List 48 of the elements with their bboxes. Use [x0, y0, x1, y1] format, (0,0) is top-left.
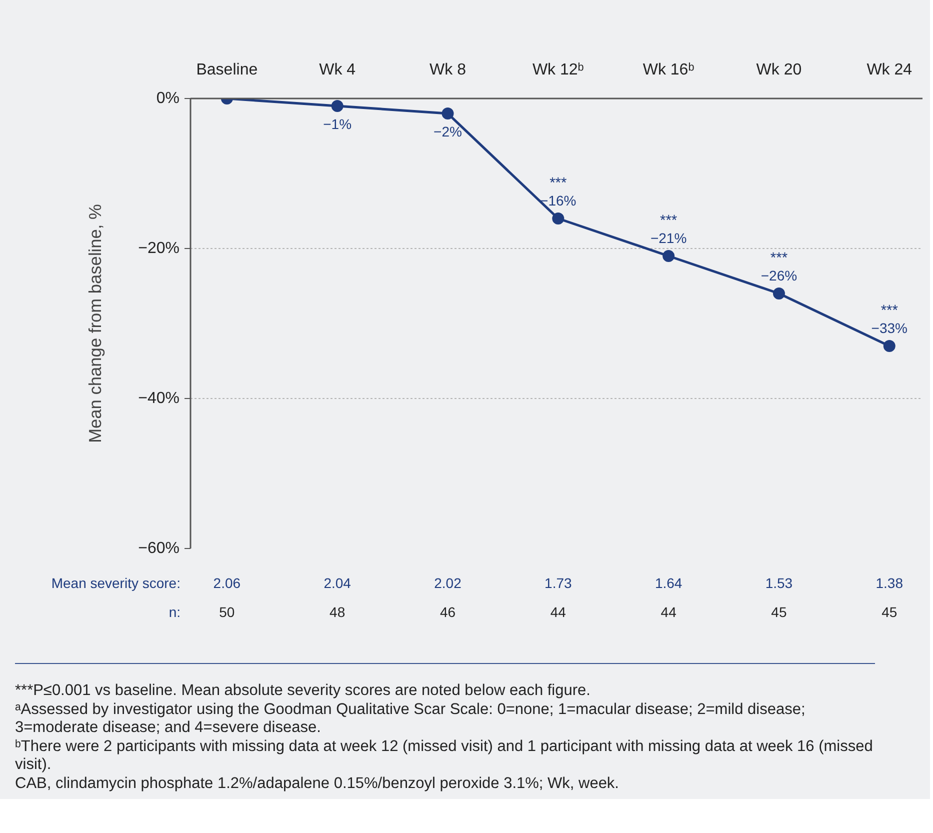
- text: CAB, clindamycin phosphate 1.2%/adapalene 0.15%/benzoyl peroxide 3.1%; Wk, week.: [15, 774, 619, 792]
- point: [442, 108, 454, 120]
- point: [331, 100, 344, 112]
- annotation: ***: [660, 213, 678, 229]
- y-tick-label: −20%: [138, 240, 180, 257]
- y-tick-label: −60%: [138, 540, 180, 557]
- text: 1.38: [876, 575, 904, 591]
- text: ***P≤0.001 vs baseline. Mean absolute severity scores are noted below each figure.: [15, 682, 590, 699]
- data-label: −16%: [540, 192, 576, 208]
- annotation: ***: [880, 303, 898, 319]
- y-axis-title: Mean change from baseline, %: [85, 204, 106, 443]
- point: [883, 340, 896, 352]
- text: 48: [330, 604, 346, 620]
- y-tick-label: 0%: [156, 90, 180, 107]
- text: 1.64: [654, 575, 682, 591]
- data-label: −1%: [323, 116, 352, 132]
- point: [552, 212, 564, 224]
- text: 45: [882, 604, 898, 620]
- annotation: ***: [770, 250, 788, 266]
- text: 2.02: [434, 575, 462, 591]
- text: 1.53: [765, 575, 793, 591]
- data-label: −26%: [760, 268, 798, 284]
- annotation: ***: [550, 176, 568, 192]
- x-tick-label: Wk 12ᵇ: [532, 62, 584, 78]
- x-tick-label: Wk 20: [756, 62, 802, 78]
- text: 44: [660, 604, 677, 620]
- y-tick-label: −40%: [138, 390, 180, 407]
- data-label: −33%: [871, 320, 908, 336]
- text: 50: [219, 604, 235, 620]
- data-label: −21%: [650, 230, 687, 246]
- point: [772, 288, 785, 300]
- x-tick-label: Wk 4: [319, 62, 356, 78]
- text: n:: [168, 604, 181, 620]
- text: 44: [550, 604, 566, 620]
- point: [662, 250, 675, 262]
- x-tick-label: Wk 8: [430, 62, 466, 78]
- text: ᵇThere were 2 participants with missing data at week 12 (missed visit) and 1 participant with missing data at week 16 (missed visit).: [15, 738, 873, 774]
- text: 46: [440, 604, 456, 620]
- text: 1.73: [544, 575, 572, 591]
- text: 45: [771, 604, 787, 620]
- x-tick-label: Baseline: [196, 62, 258, 78]
- text: 2.04: [324, 575, 352, 591]
- text: 2.06: [213, 575, 241, 591]
- text: ᵃAssessed by investigator using the Goodman Qualitative Scar Scale: 0=none; 1=macular disease; 2=mild disease; 3=moderate disease; and 4=severe disease.: [15, 700, 806, 736]
- x-tick-label: Wk 24: [866, 62, 912, 78]
- x-tick-label: Wk 16ᵇ: [642, 62, 694, 78]
- data-label: −2%: [434, 124, 462, 140]
- text: Mean severity score:: [51, 575, 181, 591]
